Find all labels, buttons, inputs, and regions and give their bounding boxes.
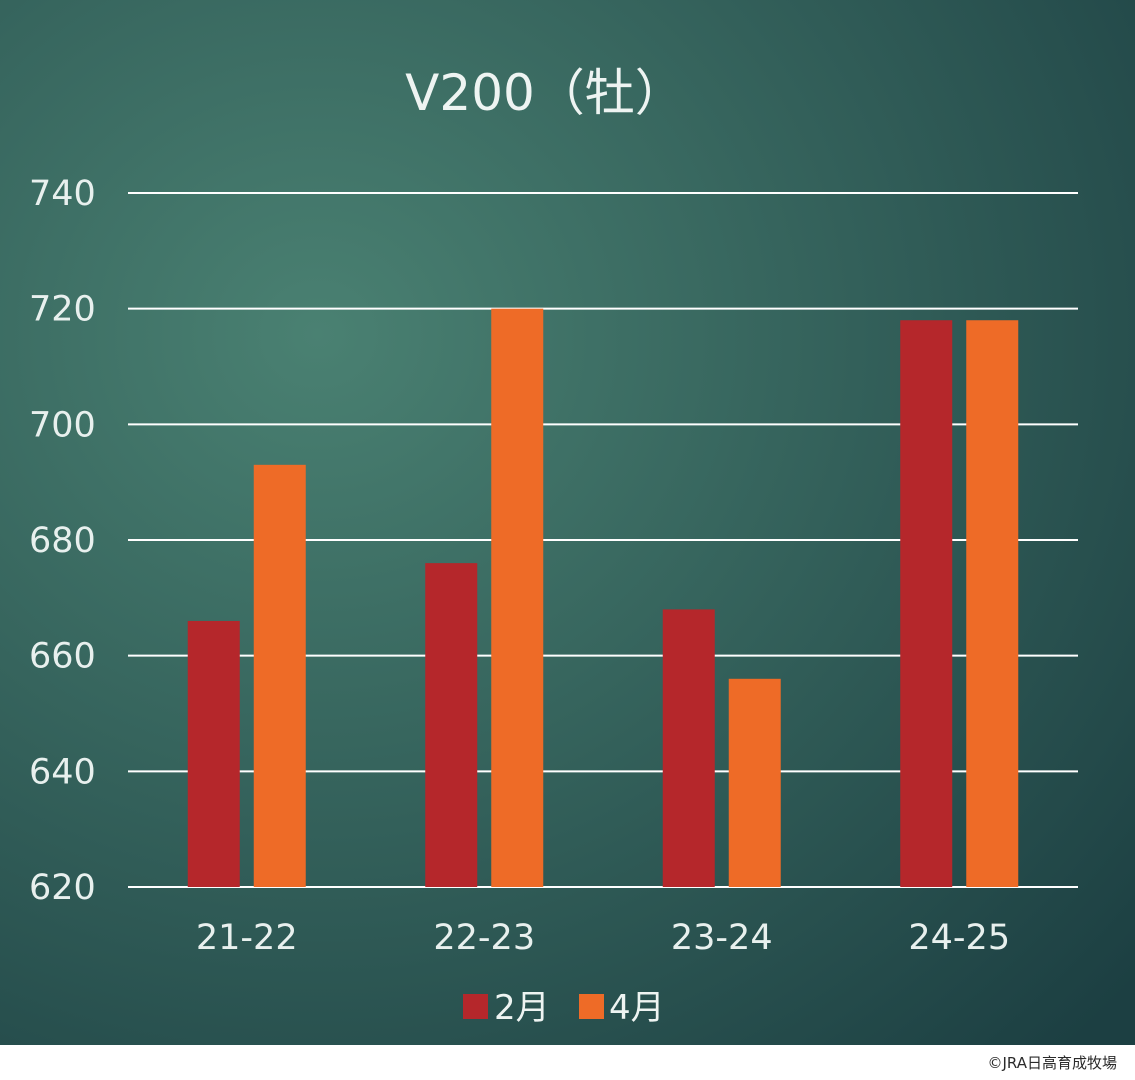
legend-label-2gatsu: 2月 — [494, 988, 550, 1028]
x-tick-label-21-22: 21-22 — [196, 918, 298, 958]
bar-21-22-series-2 — [253, 464, 306, 887]
bar-22-23-series-1 — [425, 563, 478, 887]
bar-21-22-series-1 — [187, 620, 240, 887]
y-tick-label-620: 620 — [29, 868, 96, 908]
chart-title: V200（牡） — [405, 64, 685, 122]
x-axis: 21-22 22-23 23-24 24-25 — [196, 918, 1010, 958]
x-tick-label-22-23: 22-23 — [433, 918, 535, 958]
x-tick-label-23-24: 23-24 — [671, 918, 773, 958]
legend-label-4gatsu: 4月 — [609, 988, 665, 1028]
y-tick-label-680: 680 — [29, 521, 96, 561]
bar-23-24-series-2 — [728, 678, 781, 887]
bar-24-25-series-2 — [966, 320, 1019, 887]
bars-layer — [187, 308, 1019, 888]
y-tick-label-720: 720 — [29, 290, 96, 330]
y-tick-label-660: 660 — [29, 637, 96, 677]
legend-swatch-2gatsu — [463, 994, 488, 1019]
bar-23-24-series-1 — [662, 609, 715, 887]
y-tick-label-700: 700 — [29, 405, 96, 445]
y-tick-label-640: 640 — [29, 752, 96, 792]
copyright-credit: ©JRA日高育成牧場 — [987, 1054, 1117, 1072]
bar-22-23-series-2 — [491, 308, 544, 888]
x-tick-label-24-25: 24-25 — [908, 918, 1010, 958]
credit-strip — [0, 1045, 1135, 1080]
chart-background — [0, 0, 1135, 1045]
legend: 2月 4月 — [463, 988, 665, 1028]
bar-24-25-series-1 — [900, 320, 953, 887]
y-tick-label-740: 740 — [29, 174, 96, 214]
legend-swatch-4gatsu — [579, 994, 604, 1019]
